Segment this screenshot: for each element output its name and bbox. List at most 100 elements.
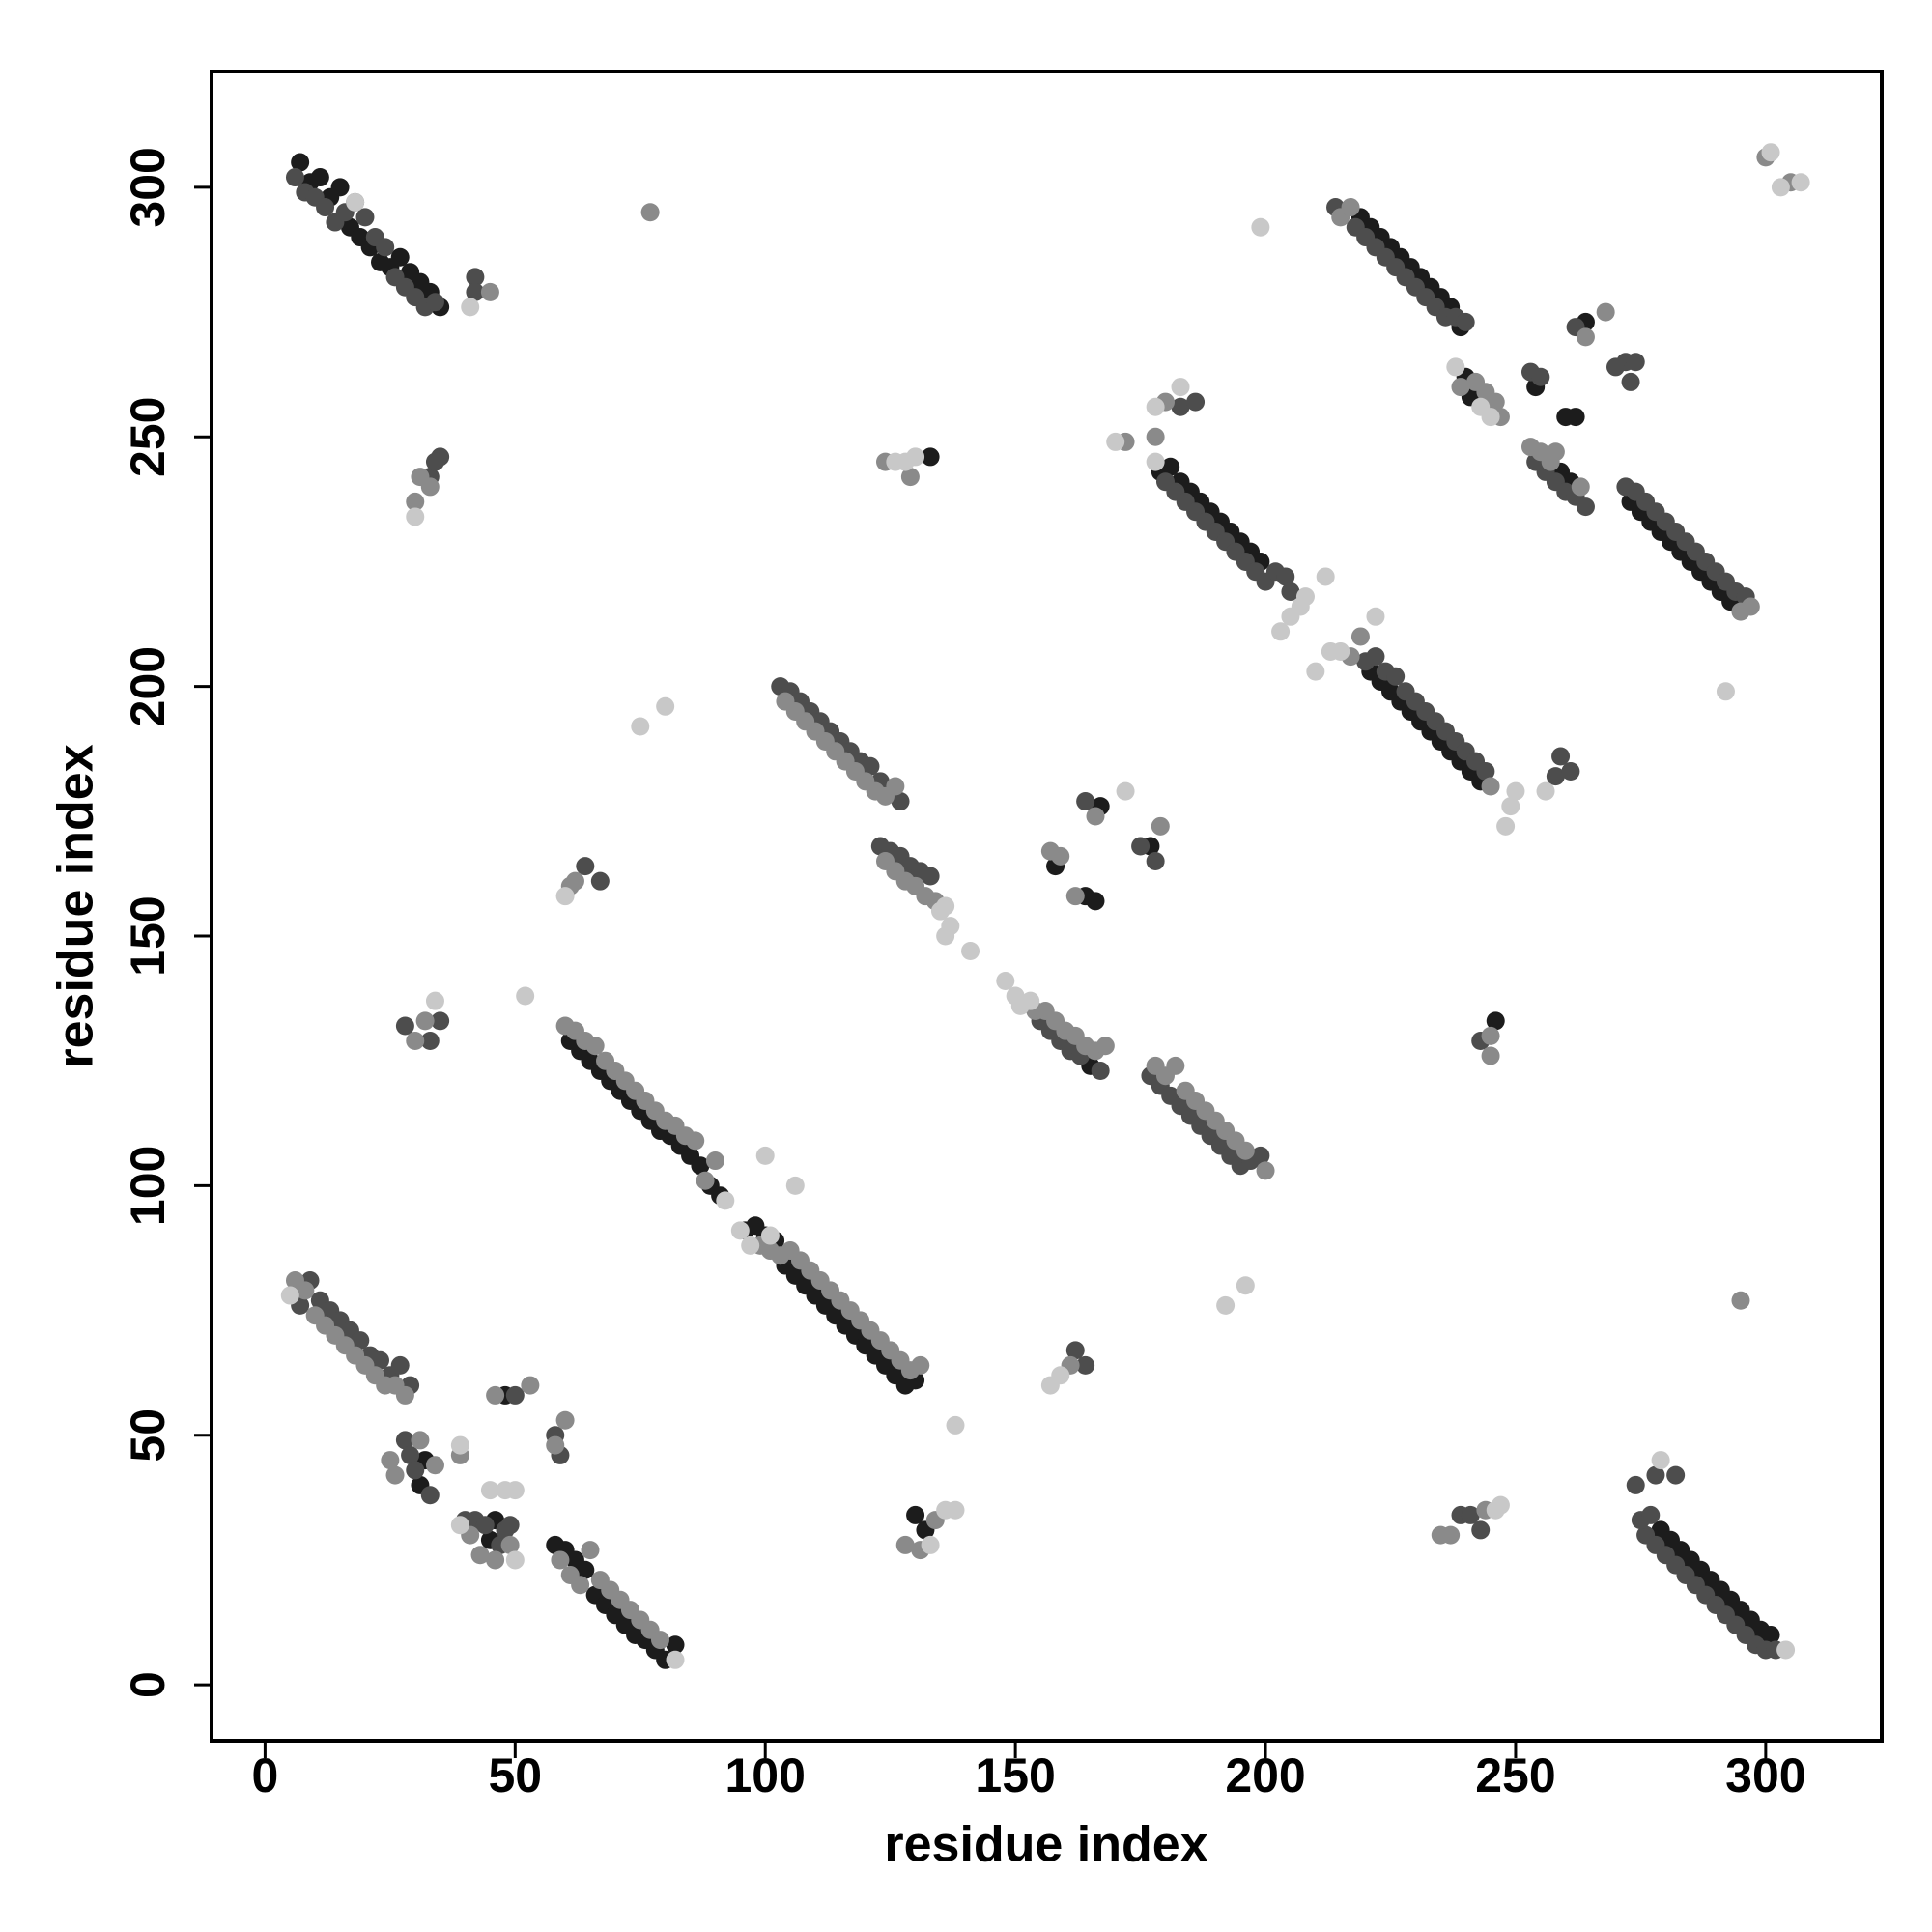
point bbox=[1491, 1495, 1510, 1515]
point bbox=[371, 1350, 390, 1370]
y-tick-label: 100 bbox=[121, 1146, 175, 1226]
point bbox=[475, 1516, 495, 1535]
point bbox=[480, 282, 499, 301]
point bbox=[406, 1461, 425, 1480]
point bbox=[1295, 587, 1315, 607]
point bbox=[466, 282, 485, 301]
point bbox=[1776, 1640, 1796, 1660]
point bbox=[1621, 372, 1640, 391]
x-tick-label: 50 bbox=[489, 1748, 543, 1803]
point bbox=[1496, 816, 1516, 836]
point bbox=[1091, 1062, 1110, 1081]
point bbox=[785, 1176, 805, 1195]
point bbox=[1481, 408, 1500, 427]
point bbox=[1076, 1355, 1095, 1375]
point bbox=[1236, 1141, 1255, 1160]
y-tick-label: 0 bbox=[121, 1671, 175, 1698]
point bbox=[1486, 392, 1505, 412]
point bbox=[395, 1385, 414, 1405]
point bbox=[716, 1191, 735, 1210]
point bbox=[346, 192, 365, 212]
point bbox=[760, 1226, 780, 1245]
point bbox=[900, 468, 920, 487]
point bbox=[921, 447, 940, 467]
point bbox=[285, 168, 304, 187]
point bbox=[450, 1516, 469, 1535]
point bbox=[891, 791, 910, 810]
point bbox=[1541, 452, 1560, 471]
point bbox=[1571, 477, 1590, 497]
x-tick-label: 100 bbox=[725, 1748, 806, 1803]
point bbox=[1276, 567, 1295, 586]
point bbox=[1281, 582, 1300, 601]
point bbox=[390, 1355, 410, 1375]
point bbox=[1086, 807, 1105, 826]
point bbox=[1641, 1505, 1661, 1524]
point bbox=[666, 1650, 685, 1669]
point bbox=[1536, 781, 1555, 801]
point bbox=[1065, 887, 1085, 906]
point bbox=[1166, 1056, 1185, 1075]
point bbox=[1236, 1276, 1255, 1295]
point bbox=[1366, 647, 1385, 667]
point bbox=[1626, 1475, 1645, 1494]
point bbox=[666, 1635, 685, 1655]
point bbox=[571, 1576, 590, 1595]
y-axis-title: residue index bbox=[48, 744, 104, 1067]
point bbox=[585, 1037, 605, 1056]
point bbox=[420, 1486, 440, 1505]
point bbox=[691, 1156, 710, 1176]
y-tick-label: 50 bbox=[121, 1408, 175, 1463]
point bbox=[505, 1550, 525, 1570]
point bbox=[1626, 353, 1645, 372]
point bbox=[1350, 627, 1370, 646]
point bbox=[390, 247, 410, 267]
point bbox=[1171, 378, 1190, 397]
point bbox=[1461, 1505, 1480, 1524]
point bbox=[1791, 173, 1810, 192]
point bbox=[376, 238, 395, 257]
point bbox=[946, 1415, 965, 1435]
point bbox=[420, 1032, 440, 1051]
point bbox=[486, 1385, 505, 1405]
point bbox=[861, 756, 880, 776]
point bbox=[555, 887, 575, 906]
point bbox=[420, 477, 440, 497]
point bbox=[1546, 767, 1565, 786]
point bbox=[480, 1481, 499, 1500]
point bbox=[1051, 846, 1070, 866]
point bbox=[1331, 641, 1350, 661]
point bbox=[1446, 357, 1465, 377]
point bbox=[1561, 761, 1580, 781]
point bbox=[551, 1550, 570, 1570]
point bbox=[1606, 357, 1626, 377]
point bbox=[355, 208, 375, 227]
y-tick-label: 300 bbox=[121, 147, 175, 227]
point bbox=[395, 1016, 414, 1036]
point bbox=[330, 178, 350, 197]
point bbox=[316, 198, 335, 217]
point bbox=[385, 1465, 405, 1485]
point bbox=[1576, 497, 1595, 517]
point bbox=[470, 1546, 490, 1565]
point bbox=[640, 203, 660, 222]
x-tick-label: 300 bbox=[1725, 1748, 1805, 1803]
point bbox=[1095, 1037, 1115, 1056]
point bbox=[1151, 816, 1170, 836]
x-axis-title: residue index bbox=[884, 1817, 1208, 1873]
point bbox=[466, 268, 485, 287]
point bbox=[401, 1445, 420, 1464]
point bbox=[1596, 302, 1615, 322]
point bbox=[310, 168, 329, 187]
point bbox=[576, 857, 595, 876]
point bbox=[911, 1355, 930, 1375]
point bbox=[1106, 432, 1125, 451]
point bbox=[921, 1535, 940, 1554]
point bbox=[546, 1435, 565, 1455]
point bbox=[351, 1331, 370, 1350]
point bbox=[1216, 1295, 1236, 1315]
point bbox=[425, 293, 444, 312]
point bbox=[1551, 747, 1571, 766]
point bbox=[1146, 851, 1165, 870]
point bbox=[461, 298, 480, 317]
